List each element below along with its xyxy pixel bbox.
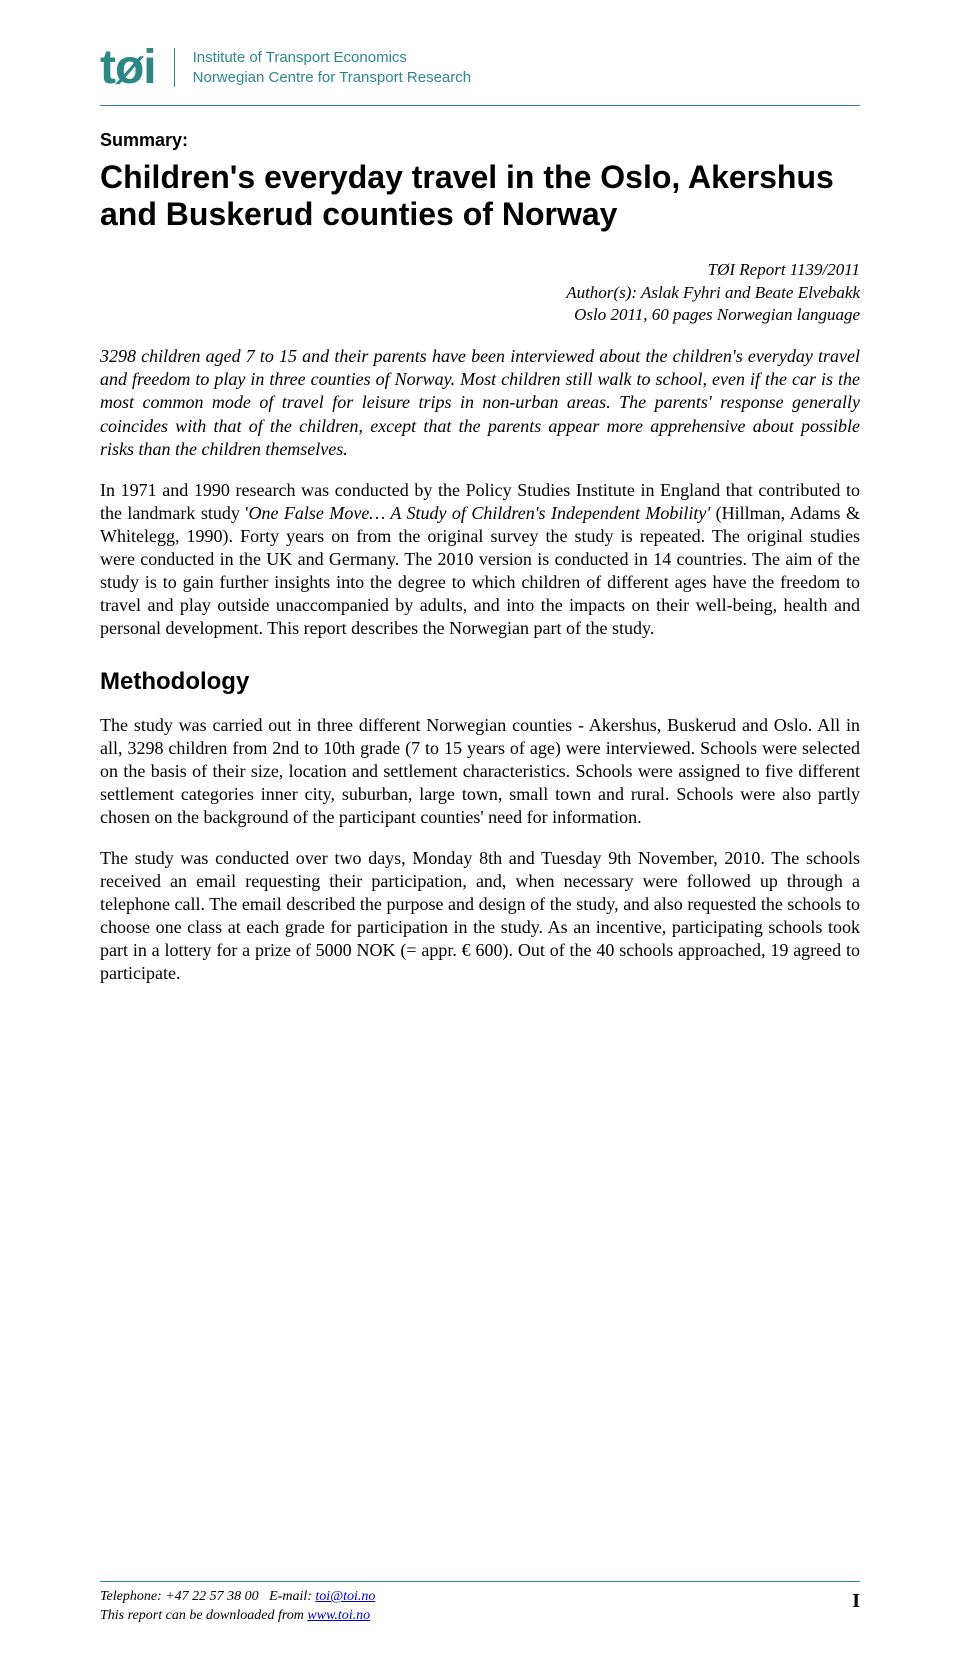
summary-label: Summary: — [100, 130, 860, 151]
abstract-paragraph: 3298 children aged 7 to 15 and their par… — [100, 345, 860, 460]
methodology-heading: Methodology — [100, 668, 860, 696]
footer-contact: Telephone: +47 22 57 38 00 E-mail: toi@t… — [100, 1588, 375, 1626]
report-meta: TØI Report 1139/2011 Author(s): Aslak Fy… — [100, 259, 860, 328]
footer-line-2: This report can be downloaded from www.t… — [100, 1607, 375, 1626]
footer-line-1: Telephone: +47 22 57 38 00 E-mail: toi@t… — [100, 1588, 375, 1607]
tagline-line-2: Norwegian Centre for Transport Research — [193, 68, 471, 88]
footer-email-label: E-mail: — [269, 1589, 315, 1604]
meta-authors: Author(s): Aslak Fyhri and Beate Elvebak… — [100, 282, 860, 305]
footer-phone: Telephone: +47 22 57 38 00 — [100, 1589, 259, 1604]
footer-email-link[interactable]: toi@toi.no — [315, 1589, 375, 1604]
page-footer: Telephone: +47 22 57 38 00 E-mail: toi@t… — [100, 1581, 860, 1626]
footer-download-pre: This report can be downloaded from — [100, 1608, 307, 1623]
page-title: Children's everyday travel in the Oslo, … — [100, 159, 860, 233]
logo-tagline: Institute of Transport Economics Norwegi… — [174, 48, 471, 87]
tagline-line-1: Institute of Transport Economics — [193, 48, 471, 68]
page-number: I — [852, 1588, 860, 1615]
meta-publication: Oslo 2011, 60 pages Norwegian language — [100, 304, 860, 327]
brand-header: tøi Institute of Transport Economics Nor… — [100, 40, 860, 106]
methodology-paragraph-2: The study was conducted over two days, M… — [100, 847, 860, 985]
meta-report-id: TØI Report 1139/2011 — [100, 259, 860, 282]
intro-paragraph: In 1971 and 1990 research was conducted … — [100, 479, 860, 640]
logo-mark: tøi — [100, 40, 156, 95]
intro-study-title: One False Move… A Study of Children's In… — [249, 503, 716, 523]
footer-download-link[interactable]: www.toi.no — [307, 1608, 370, 1623]
logo-text: tøi — [100, 41, 156, 94]
methodology-paragraph-1: The study was carried out in three diffe… — [100, 714, 860, 829]
